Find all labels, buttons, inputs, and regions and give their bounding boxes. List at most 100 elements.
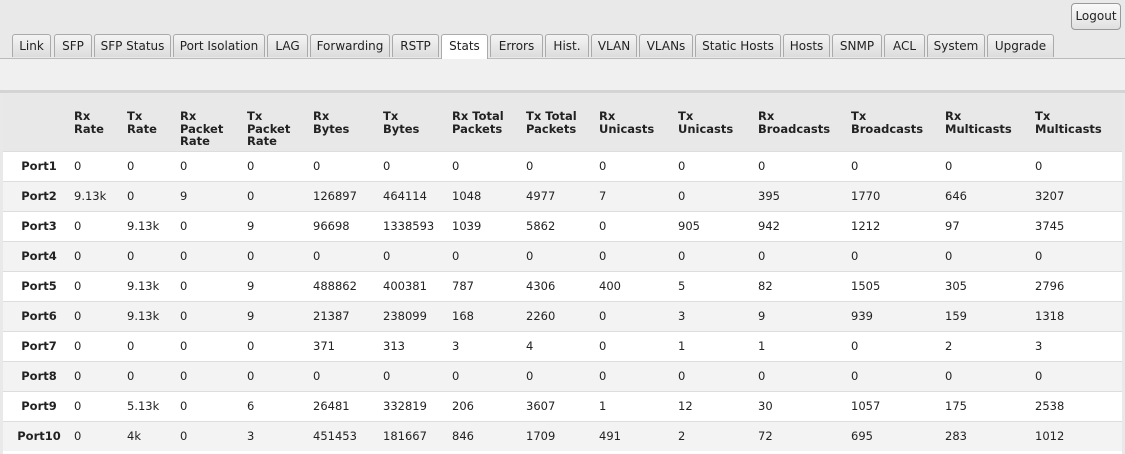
stat-value: 9	[247, 219, 255, 233]
stat-value: 3	[452, 339, 460, 353]
tab-bar: Link SFP SFP Status Port Isolation LAG Forwar…	[0, 34, 1125, 59]
stat-value: 0	[180, 339, 188, 353]
stat-value: 0	[74, 429, 82, 443]
tab[interactable]: System	[927, 34, 985, 57]
column-header: Rx Broadcasts	[758, 110, 830, 135]
stat-value: 0	[313, 159, 321, 173]
stat-value: 313	[383, 339, 405, 353]
stat-value: 9.13k	[127, 279, 160, 293]
stat-value: 0	[851, 369, 859, 383]
tab[interactable]: RSTP	[392, 34, 439, 57]
stat-value: 5	[678, 279, 686, 293]
tab[interactable]: VLAN	[591, 34, 637, 57]
stat-value: 0	[599, 159, 607, 173]
stat-value: 82	[758, 279, 773, 293]
tab[interactable]: Errors	[490, 34, 543, 57]
stat-value: 0	[1035, 249, 1043, 263]
stat-value: 1	[599, 399, 607, 413]
tab[interactable]: Stats	[441, 34, 488, 59]
table-row: Port1 0 0 0 0 0 0 0 0 0 0 0 0 0 0	[3, 151, 1122, 181]
port-label: Port8	[21, 369, 57, 383]
stat-value: 0	[127, 369, 135, 383]
tab[interactable]: Hist.	[545, 34, 589, 57]
header-line: Rx	[599, 109, 616, 123]
logout-button[interactable]: Logout	[1071, 3, 1121, 30]
column-header: Rx Multicasts	[945, 110, 1012, 135]
tab[interactable]: ACL	[884, 34, 925, 57]
table-row: Port9 0 5.13k 0 6 26481 332819 206 3607 1 12 30 1057…	[3, 391, 1122, 421]
stat-value: 0	[74, 219, 82, 233]
table-row: Port6 0 9.13k 0 9 21387 238099 168 2260 0 3 9 939 159…	[3, 301, 1122, 331]
header-line: Tx	[678, 109, 694, 123]
header-line: Rate	[74, 121, 104, 136]
header-line: Tx Total	[526, 109, 577, 123]
header-line: Rate	[247, 134, 277, 148]
header-line: Broadcasts	[851, 121, 924, 136]
header-line: Rx Total	[452, 109, 504, 123]
stat-value: 9.13k	[74, 189, 107, 203]
header-line: Bytes	[383, 121, 420, 136]
tab[interactable]: Port Isolation	[173, 34, 265, 57]
tab[interactable]: Upgrade	[987, 34, 1054, 57]
stat-value: 939	[851, 309, 873, 323]
stat-value: 1212	[851, 219, 881, 233]
stat-value: 3745	[1035, 219, 1065, 233]
port-label: Port6	[21, 309, 57, 323]
stat-value: 332819	[383, 399, 427, 413]
tab[interactable]: Static Hosts	[695, 34, 781, 57]
stat-value: 181667	[383, 429, 427, 443]
table-row: Port7 0 0 0 0 371 313 3 4 0 1 1 0 2 3	[3, 331, 1122, 361]
stats-table: Rx Rate Tx Rate Rx Packet Rate Tx Packet Rate Rx By…	[3, 94, 1122, 454]
tab[interactable]: SNMP	[832, 34, 882, 57]
stat-value: 0	[599, 309, 607, 323]
tab[interactable]: Forwarding	[310, 34, 390, 57]
port-label: Port3	[21, 219, 57, 233]
table-header: Rx Rate Tx Rate Rx Packet Rate Tx Packet Rate Rx By…	[3, 94, 1122, 151]
stat-value: 0	[180, 369, 188, 383]
tab[interactable]: LAG	[267, 34, 308, 57]
stat-value: 2538	[1035, 399, 1065, 413]
stat-value: 0	[74, 399, 82, 413]
stat-value: 0	[851, 159, 859, 173]
tab[interactable]: SFP Status	[94, 34, 171, 57]
tab[interactable]: SFP	[54, 34, 92, 57]
tab[interactable]: Hosts	[783, 34, 830, 57]
column-header: Tx Multicasts	[1035, 110, 1102, 135]
stat-value: 0	[758, 369, 766, 383]
stat-value: 0	[74, 159, 82, 173]
stat-value: 3607	[526, 399, 556, 413]
column-header: Tx Rate	[127, 110, 157, 135]
stat-value: 9.13k	[127, 309, 160, 323]
stat-value: 0	[599, 249, 607, 263]
stat-value: 395	[758, 189, 780, 203]
stat-value: 97	[945, 219, 960, 233]
stat-value: 0	[678, 249, 686, 263]
stat-value: 646	[945, 189, 967, 203]
stat-value: 0	[127, 339, 135, 353]
column-header: Rx Bytes	[313, 110, 349, 135]
stat-value: 0	[247, 369, 255, 383]
stat-value: 451453	[313, 429, 357, 443]
stat-value: 695	[851, 429, 873, 443]
stat-value: 0	[383, 369, 391, 383]
tab[interactable]: Link	[12, 34, 51, 57]
stat-value: 0	[526, 249, 534, 263]
stat-value: 2	[945, 339, 953, 353]
stat-value: 4977	[526, 189, 556, 203]
stat-value: 9.13k	[127, 219, 160, 233]
stat-value: 21387	[313, 309, 350, 323]
stat-value: 6	[247, 399, 255, 413]
header-line: Unicasts	[599, 121, 655, 136]
stat-value: 0	[180, 429, 188, 443]
stat-value: 0	[758, 249, 766, 263]
stat-value: 488862	[313, 279, 357, 293]
stat-value: 9	[180, 189, 188, 203]
stat-value: 2260	[526, 309, 556, 323]
tab[interactable]: VLANs	[639, 34, 693, 57]
column-header: Rx Packet Rate	[180, 110, 223, 148]
stat-value: 4k	[127, 429, 141, 443]
stat-value: 0	[945, 159, 953, 173]
stat-value: 1318	[1035, 309, 1065, 323]
table-row: Port5 0 9.13k 0 9 488862 400381 787 4306 400 5 82 15…	[3, 271, 1122, 301]
column-header: Tx Packet Rate	[247, 110, 290, 148]
